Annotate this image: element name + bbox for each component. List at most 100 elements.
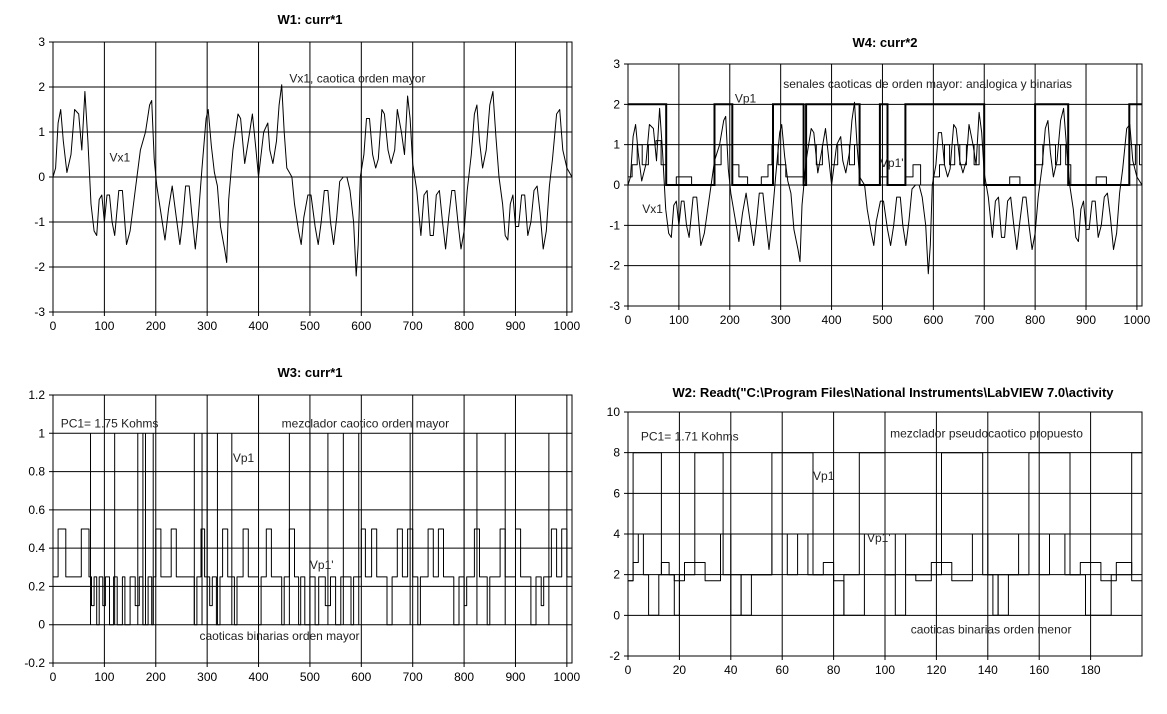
- y-tick-label: 3: [38, 35, 45, 49]
- x-tick-label: 100: [669, 313, 689, 327]
- x-tick-label: 300: [197, 319, 217, 333]
- plot-w2: 0 20 40 60 80 100 120 140 160 180 -2 0 2 4 6 8 10 PC1= 1.…: [607, 405, 1142, 677]
- y-tick-label: 4: [613, 527, 620, 541]
- x-tick-label: 900: [505, 670, 525, 684]
- y-tick-label: 3: [613, 57, 620, 71]
- y-tick-label: 0: [38, 170, 45, 184]
- chart-annotation: mezclador caotico orden mayor: [282, 417, 449, 431]
- y-tick-label: -3: [609, 299, 620, 313]
- x-tick-label: 800: [1025, 313, 1045, 327]
- x-tick-label: 900: [1076, 313, 1096, 327]
- x-tick-label: 140: [978, 663, 998, 677]
- x-tick-label: 300: [197, 670, 217, 684]
- x-tick-label: 400: [249, 670, 269, 684]
- chart-annotation: Vp1: [813, 469, 835, 483]
- y-tick-label: 0: [613, 178, 620, 192]
- x-tick-label: 700: [403, 319, 423, 333]
- x-tick-label: 120: [926, 663, 946, 677]
- x-tick-label: 800: [454, 670, 474, 684]
- y-tick-label: 1: [613, 138, 620, 152]
- x-tick-label: 0: [50, 319, 57, 333]
- y-tick-label: -1: [609, 218, 620, 232]
- chart-annotation: caoticas binarias orden menor: [911, 623, 1072, 637]
- x-tick-label: 20: [673, 663, 687, 677]
- x-tick-label: 100: [875, 663, 895, 677]
- chart-panel-w4: W4: curr*2 0 100 200 300 400 500 600 700 800 900 1…: [609, 35, 1150, 327]
- chart-panel-w2: W2: Readt("C:\Program Files\National Ins…: [607, 385, 1143, 677]
- y-tick-label: 1.2: [28, 388, 45, 402]
- plot-area-w3: [52, 394, 573, 664]
- x-tick-label: 700: [974, 313, 994, 327]
- y-tick-label: 0: [613, 608, 620, 622]
- chart-annotation: senales caoticas de orden mayor: analogi…: [783, 77, 1072, 91]
- chart-title-w3: W3: curr*1: [277, 365, 342, 380]
- y-tick-label: 2: [38, 80, 45, 94]
- series-line-vp1prime: [628, 533, 1142, 616]
- x-tick-label: 600: [923, 313, 943, 327]
- y-tick-label: 10: [607, 405, 621, 419]
- x-tick-label: 160: [1029, 663, 1049, 677]
- x-tick-label: 600: [351, 319, 371, 333]
- y-tick-label: 2: [613, 97, 620, 111]
- chart-annotation: PC1= 1.71 Kohms: [641, 429, 739, 443]
- y-tick-label: -0.2: [24, 656, 45, 670]
- chart-annotation: Vx1: [110, 150, 131, 164]
- chart-title-w1: W1: curr*1: [277, 12, 342, 27]
- x-tick-label: 100: [94, 670, 114, 684]
- y-tick-label: -2: [34, 260, 45, 274]
- y-tick-label: 0.4: [28, 541, 45, 555]
- chart-annotation: Vp1: [233, 451, 255, 465]
- y-tick-label: 6: [613, 486, 620, 500]
- chart-annotation: Vp1': [880, 156, 904, 170]
- y-tick-label: 0: [38, 618, 45, 632]
- chart-annotation: Vp1: [735, 91, 757, 105]
- series-line-vx1: [627, 101, 1143, 275]
- x-tick-label: 1000: [1124, 313, 1151, 327]
- y-tick-label: 1: [38, 125, 45, 139]
- chart-annotation: Vx1, caotica orden mayor: [289, 72, 425, 86]
- chart-annotation: Vp1': [867, 531, 891, 545]
- chart-panel-w3: W3: curr*1 0 100 200 300 400 500 600 700 800 900 1…: [24, 365, 580, 684]
- x-tick-label: 100: [94, 319, 114, 333]
- chart-title-w2: W2: Readt("C:\Program Files\National Ins…: [672, 385, 1114, 400]
- x-tick-label: 80: [827, 663, 841, 677]
- x-tick-label: 0: [625, 663, 632, 677]
- x-tick-label: 500: [300, 670, 320, 684]
- chart-annotation: PC1= 1.75 Kohms: [61, 417, 159, 431]
- plot-w3: 0 100 200 300 400 500 600 700 800 900 1000 -0.2 0 0.2…: [24, 388, 580, 684]
- plot-w4: 0 100 200 300 400 500 600 700 800 900 1000 -3 -2 -1 0 1…: [609, 57, 1150, 327]
- y-tick-label: -3: [34, 305, 45, 319]
- x-tick-label: 60: [776, 663, 790, 677]
- x-tick-label: 40: [724, 663, 738, 677]
- x-tick-label: 700: [403, 670, 423, 684]
- y-tick-label: 0.2: [28, 579, 45, 593]
- chart-annotation: mezclador pseudocaotico propuesto: [890, 426, 1083, 440]
- y-tick-label: -2: [609, 259, 620, 273]
- y-tick-label: -1: [34, 215, 45, 229]
- x-tick-label: 200: [146, 670, 166, 684]
- x-tick-label: 180: [1081, 663, 1101, 677]
- x-tick-label: 500: [300, 319, 320, 333]
- x-tick-label: 1000: [554, 670, 581, 684]
- chart-annotation: Vp1': [310, 558, 334, 572]
- x-tick-label: 300: [771, 313, 791, 327]
- x-tick-label: 500: [872, 313, 892, 327]
- series-line-vp1: [53, 528, 572, 626]
- x-tick-label: 400: [249, 319, 269, 333]
- x-tick-label: 800: [454, 319, 474, 333]
- x-tick-label: 200: [146, 319, 166, 333]
- chart-panel-w1: W1: curr*1 0 100 200 300 400 500 600 700 800 900 1…: [34, 12, 580, 333]
- x-tick-label: 1000: [554, 319, 581, 333]
- chart-title-w4: W4: curr*2: [852, 35, 917, 50]
- y-tick-label: -2: [609, 649, 620, 663]
- x-tick-label: 0: [625, 313, 632, 327]
- x-tick-label: 900: [505, 319, 525, 333]
- x-tick-label: 600: [351, 670, 371, 684]
- series-line-vp1prime: [628, 140, 1142, 186]
- y-tick-label: 0.8: [28, 465, 45, 479]
- y-tick-label: 0.6: [28, 503, 45, 517]
- series-line-vp1: [628, 452, 1142, 616]
- x-tick-label: 400: [822, 313, 842, 327]
- x-tick-label: 0: [50, 670, 57, 684]
- series-line-vx1: [52, 84, 573, 277]
